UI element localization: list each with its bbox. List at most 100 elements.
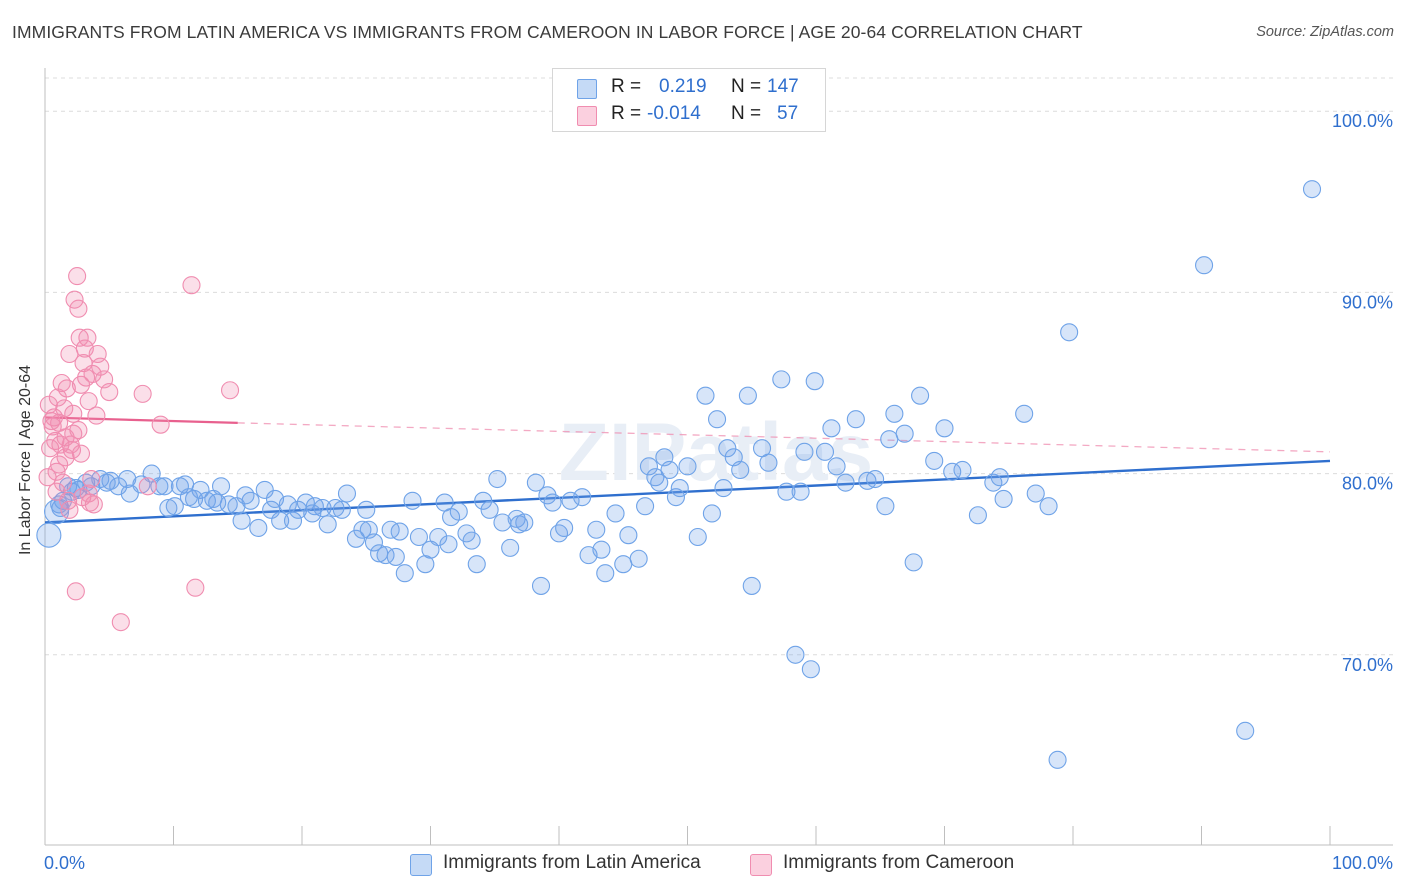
scatter-point-latin bbox=[219, 495, 238, 514]
scatter-point-latin bbox=[925, 451, 944, 470]
scatter-point-cameroon bbox=[47, 482, 66, 501]
scatter-point-cameroon bbox=[100, 383, 119, 402]
scatter-point-latin bbox=[801, 660, 820, 679]
scatter-point-latin bbox=[592, 540, 611, 559]
scatter-point-latin bbox=[876, 497, 895, 516]
scatter-point-latin bbox=[232, 511, 251, 530]
scatter-point-cameroon bbox=[84, 495, 103, 514]
scatter-point-latin bbox=[109, 477, 128, 496]
grid-lines bbox=[45, 77, 1393, 656]
bottom-legend-label-cameroon: Immigrants from Cameroon bbox=[783, 852, 1015, 873]
scatter-point-cameroon bbox=[87, 406, 106, 425]
scatter-point-cameroon bbox=[39, 395, 58, 414]
scatter-point-cameroon bbox=[52, 373, 71, 393]
scatter-point-cameroon bbox=[56, 448, 75, 467]
scatter-point-latin bbox=[561, 491, 580, 510]
scatter-point-cameroon bbox=[47, 462, 66, 481]
scatter-point-latin bbox=[236, 486, 255, 505]
scatter-point-latin bbox=[629, 549, 648, 568]
series-cameroon bbox=[38, 267, 240, 632]
scatter-point-latin bbox=[241, 491, 260, 510]
scatter-point-cameroon bbox=[60, 500, 79, 519]
scatter-point-latin bbox=[666, 488, 685, 507]
scatter-point-cameroon bbox=[53, 473, 73, 492]
scatter-point-latin bbox=[895, 424, 914, 443]
scatter-point-latin bbox=[904, 553, 923, 572]
scatter-point-latin bbox=[395, 564, 414, 583]
scatter-point-latin bbox=[606, 504, 625, 523]
scatter-point-latin bbox=[1026, 484, 1045, 503]
x-tick-label-min: 0.0% bbox=[44, 853, 85, 873]
scatter-point-latin bbox=[1039, 497, 1058, 516]
legend-swatch-cameroon bbox=[577, 106, 597, 126]
scatter-point-latin bbox=[118, 469, 137, 489]
scatter-point-latin bbox=[357, 500, 376, 519]
scatter-point-latin bbox=[488, 469, 507, 489]
scatter-point-latin bbox=[836, 473, 855, 492]
scatter-point-latin bbox=[791, 482, 810, 501]
legend-n-label: N = bbox=[731, 76, 762, 97]
scatter-point-latin bbox=[467, 555, 486, 574]
scatter-point-latin bbox=[303, 504, 322, 523]
scatter-point-latin bbox=[416, 555, 435, 574]
scatter-point-latin bbox=[543, 493, 562, 512]
scatter-point-latin bbox=[573, 488, 592, 507]
scatter-point-cameroon bbox=[69, 299, 88, 318]
scatter-point-latin bbox=[283, 511, 303, 530]
scatter-point-latin bbox=[718, 439, 737, 458]
scatter-point-cameroon bbox=[71, 444, 91, 463]
scatter-point-latin bbox=[462, 531, 481, 550]
trendline-cameroon bbox=[44, 416, 238, 424]
legend-n-label: N = bbox=[731, 103, 762, 124]
scatter-point-latin bbox=[866, 469, 885, 489]
scatter-point-latin bbox=[1195, 256, 1214, 275]
scatter-point-latin bbox=[249, 518, 268, 537]
scatter-point-latin bbox=[326, 498, 345, 518]
scatter-point-latin bbox=[449, 502, 468, 521]
scatter-point-cameroon bbox=[64, 424, 83, 443]
scatter-point-latin bbox=[731, 460, 750, 480]
scatter-point-latin bbox=[795, 442, 814, 461]
scatter-point-latin bbox=[1048, 750, 1067, 769]
scatter-point-latin bbox=[77, 473, 96, 492]
scatter-point-latin bbox=[332, 500, 351, 519]
y-tick-label: 80.0% bbox=[1342, 474, 1393, 494]
y-tick-labels: 70.0% 80.0% 90.0% 100.0% bbox=[1332, 111, 1393, 675]
legend-n-value: 147 bbox=[767, 76, 799, 97]
scatter-point-cameroon bbox=[66, 582, 85, 601]
scatter-point-latin bbox=[846, 410, 865, 429]
scatter-point-cameroon bbox=[111, 613, 130, 632]
legend-r-value: 0.219 bbox=[659, 76, 707, 97]
scatter-point-latin bbox=[409, 527, 428, 547]
scatter-point-latin bbox=[211, 477, 231, 496]
stats-legend: R = 0.219 N = 147 R = -0.014 N = 57 bbox=[552, 68, 826, 132]
scatter-point-latin bbox=[439, 535, 458, 554]
scatter-point-latin bbox=[179, 488, 198, 507]
chart-title: IMMIGRANTS FROM LATIN AMERICA VS IMMIGRA… bbox=[12, 22, 1083, 42]
scatter-point-cameroon bbox=[55, 399, 74, 418]
scatter-point-cameroon bbox=[62, 440, 82, 460]
scatter-point-latin bbox=[510, 515, 529, 534]
x-tick-labels: 0.0% 100.0% bbox=[44, 853, 1393, 873]
scatter-point-latin bbox=[714, 479, 733, 498]
scatter-point-latin bbox=[880, 430, 899, 449]
scatter-point-latin bbox=[742, 576, 761, 595]
legend-r-value: -0.014 bbox=[647, 103, 701, 124]
scatter-point-latin bbox=[587, 520, 606, 539]
scatter-point-latin bbox=[885, 404, 904, 423]
source-credit: Source: ZipAtlas.com bbox=[1256, 24, 1394, 40]
scatter-point-latin bbox=[305, 497, 324, 516]
scatter-point-latin bbox=[353, 520, 372, 539]
scatter-point-latin bbox=[255, 480, 274, 499]
scatter-point-latin bbox=[953, 460, 972, 480]
scatter-point-latin bbox=[614, 555, 633, 574]
scatter-point-latin bbox=[650, 473, 669, 492]
scatter-point-latin bbox=[480, 500, 499, 519]
scatter-point-latin bbox=[549, 524, 569, 543]
scatter-point-latin bbox=[670, 479, 689, 498]
scatter-point-latin bbox=[337, 484, 357, 503]
y-tick-label: 70.0% bbox=[1342, 655, 1393, 675]
scatter-point-latin bbox=[364, 533, 384, 552]
scatter-point-latin bbox=[827, 457, 846, 476]
scatter-point-latin bbox=[265, 489, 285, 509]
